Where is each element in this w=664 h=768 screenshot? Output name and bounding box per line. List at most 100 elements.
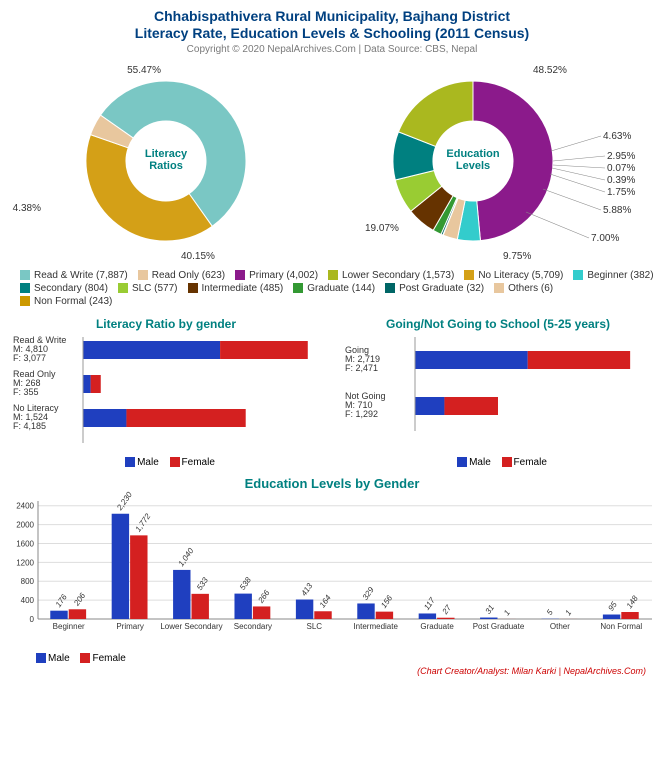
legend-item: Post Graduate (32) [385, 283, 484, 294]
svg-text:1: 1 [502, 608, 512, 617]
donut-row: 55.47%40.15%4.38%LiteracyRatios 48.52% 4.… [0, 61, 664, 266]
legend-label: Read & Write (7,887) [34, 270, 128, 281]
svg-text:176: 176 [54, 592, 69, 609]
legend-label: Read Only (623) [152, 270, 225, 281]
svg-text:1,040: 1,040 [177, 546, 196, 568]
legend-swatch [20, 296, 30, 306]
svg-text:1: 1 [563, 608, 573, 617]
svg-text:206: 206 [72, 590, 88, 607]
svg-text:7.00%: 7.00% [591, 233, 619, 244]
donut-shared-legend: Read & Write (7,887) Read Only (623) Prima… [0, 266, 664, 311]
svg-text:9.75%: 9.75% [503, 251, 531, 261]
svg-text:Beginner: Beginner [53, 622, 85, 631]
donut2-svg: 48.52%4.63%2.95%0.07%0.39%1.75%5.88%7.00… [343, 61, 653, 261]
svg-text:5.88%: 5.88% [603, 205, 631, 216]
legend-label-male: Male [469, 457, 491, 468]
legend-label: Post Graduate (32) [399, 283, 484, 294]
vbar-title: Education Levels by Gender [0, 476, 664, 491]
svg-text:413: 413 [299, 581, 314, 598]
copyright-line: Copyright © 2020 NepalArchives.Com | Dat… [0, 44, 664, 55]
svg-text:148: 148 [625, 593, 640, 610]
svg-text:533: 533 [195, 575, 210, 592]
svg-text:Secondary: Secondary [234, 622, 272, 631]
svg-text:538: 538 [238, 575, 253, 592]
svg-text:329: 329 [361, 585, 376, 602]
svg-text:0: 0 [30, 615, 35, 624]
chart-credit: (Chart Creator/Analyst: Milan Karki | Ne… [0, 666, 664, 676]
svg-text:55.47%: 55.47% [127, 65, 161, 76]
legend-item: No Literacy (5,709) [464, 270, 563, 281]
svg-text:Primary: Primary [116, 622, 144, 631]
svg-text:F: 2,471: F: 2,471 [345, 363, 378, 373]
legend-swatch-male [125, 457, 135, 467]
svg-text:Literacy: Literacy [145, 148, 188, 160]
legend-label: Secondary (804) [34, 283, 108, 294]
legend-swatch [464, 270, 474, 280]
svg-text:1200: 1200 [16, 558, 34, 567]
svg-text:0.39%: 0.39% [607, 175, 635, 186]
legend-label-male: Male [137, 457, 159, 468]
svg-text:Ratios: Ratios [149, 160, 183, 172]
svg-text:1600: 1600 [16, 539, 34, 548]
svg-text:48.52%: 48.52% [533, 65, 567, 76]
legend-swatch [188, 283, 198, 293]
legend-swatch [20, 270, 30, 280]
svg-text:5: 5 [545, 607, 555, 616]
svg-text:95: 95 [606, 599, 619, 612]
legend-item: Primary (4,002) [235, 270, 318, 281]
legend-item: SLC (577) [118, 283, 178, 294]
hbar-left-svg: Read & WriteM: 4,810F: 3,077Read OnlyM: … [11, 335, 321, 455]
legend-label: No Literacy (5,709) [478, 270, 563, 281]
hbar-right-svg: GoingM: 2,719F: 2,471Not GoingM: 710F: 1… [343, 335, 653, 455]
legend-swatch-female [80, 653, 90, 663]
svg-text:Other: Other [550, 622, 570, 631]
svg-text:F: 4,185: F: 4,185 [13, 421, 46, 431]
svg-text:Intermediate: Intermediate [353, 622, 398, 631]
title-line-1: Chhabispathivera Rural Municipality, Baj… [0, 8, 664, 25]
legend-item: Lower Secondary (1,573) [328, 270, 454, 281]
svg-text:2.95%: 2.95% [607, 151, 635, 162]
svg-text:2400: 2400 [16, 501, 34, 510]
svg-text:Lower Secondary: Lower Secondary [160, 622, 222, 631]
svg-text:Levels: Levels [456, 160, 490, 172]
legend-label: SLC (577) [132, 283, 178, 294]
page-root: Chhabispathivera Rural Municipality, Baj… [0, 0, 664, 680]
legend-swatch [573, 270, 583, 280]
legend-swatch [138, 270, 148, 280]
svg-text:F: 1,292: F: 1,292 [345, 409, 378, 419]
legend-swatch [328, 270, 338, 280]
legend-swatch-female [502, 457, 512, 467]
vbar-svg: 04008001200160020002400176206Beginner2,2… [2, 491, 662, 651]
legend-swatch [293, 283, 303, 293]
svg-text:19.07%: 19.07% [365, 223, 399, 234]
svg-text:4.63%: 4.63% [603, 131, 631, 142]
svg-text:F: 3,077: F: 3,077 [13, 353, 46, 363]
legend-swatch [20, 283, 30, 293]
donut-education-levels: 48.52%4.63%2.95%0.07%0.39%1.75%5.88%7.00… [343, 61, 653, 266]
svg-text:31: 31 [484, 603, 496, 615]
legend-swatch-male [36, 653, 46, 663]
legend-label: Graduate (144) [307, 283, 375, 294]
donut-literacy-ratios: 55.47%40.15%4.38%LiteracyRatios [11, 61, 321, 266]
legend-item: Graduate (144) [293, 283, 375, 294]
svg-text:117: 117 [422, 595, 437, 611]
svg-text:400: 400 [21, 596, 35, 605]
svg-text:156: 156 [379, 593, 394, 610]
legend-swatch [118, 283, 128, 293]
svg-text:800: 800 [21, 577, 35, 586]
svg-text:164: 164 [318, 592, 333, 609]
donut1-svg: 55.47%40.15%4.38%LiteracyRatios [11, 61, 321, 261]
legend-item: Read Only (623) [138, 270, 225, 281]
hbar-right-title: Going/Not Going to School (5-25 years) [343, 317, 653, 331]
legend-item: Others (6) [494, 283, 553, 294]
svg-text:SLC: SLC [307, 622, 323, 631]
svg-text:2,230: 2,230 [115, 491, 135, 513]
svg-text:Education: Education [446, 148, 499, 160]
svg-text:Non Formal: Non Formal [600, 622, 642, 631]
svg-text:1.75%: 1.75% [607, 187, 635, 198]
legend-item: Read & Write (7,887) [20, 270, 128, 281]
svg-text:266: 266 [256, 588, 272, 605]
svg-text:27: 27 [440, 603, 453, 617]
legend-item: Secondary (804) [20, 283, 108, 294]
legend-label-female: Female [514, 457, 547, 468]
